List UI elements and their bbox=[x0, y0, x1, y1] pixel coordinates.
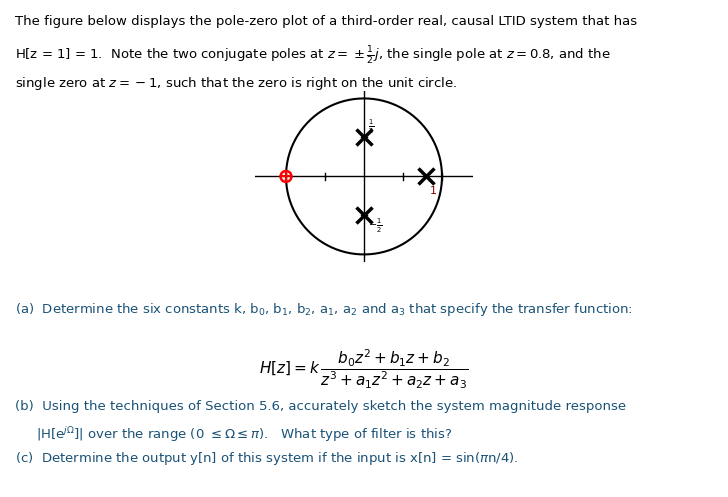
Text: $H[z] = k\,\dfrac{b_0z^2 + b_1z + b_2}{z^3 + a_1z^2 + a_2z + a_3}$: $H[z] = k\,\dfrac{b_0z^2 + b_1z + b_2}{z… bbox=[259, 348, 469, 392]
Text: The figure below displays the pole-zero plot of a third-order real, causal LTID : The figure below displays the pole-zero … bbox=[15, 15, 637, 28]
Text: (c)  Determine the output y[n] of this system if the input is x[n] = sin($\pi$n/: (c) Determine the output y[n] of this sy… bbox=[15, 450, 518, 467]
Text: (a)  Determine the six constants k, b$_0$, b$_1$, b$_2$, a$_1$, a$_2$ and a$_3$ : (a) Determine the six constants k, b$_0$… bbox=[15, 301, 632, 318]
Text: (b)  Using the techniques of Section 5.6, accurately sketch the system magnitude: (b) Using the techniques of Section 5.6,… bbox=[15, 400, 625, 413]
Text: $|$H[e$^{j\Omega}]|$ over the range (0 $\leq \Omega \leq \pi$).   What type of f: $|$H[e$^{j\Omega}]|$ over the range (0 $… bbox=[15, 425, 452, 444]
Text: H[z = 1] = 1.  Note the two conjugate poles at $z = \pm\frac{1}{2}j$, the single: H[z = 1] = 1. Note the two conjugate pol… bbox=[15, 45, 610, 67]
Text: $\frac{1}{2}$: $\frac{1}{2}$ bbox=[368, 118, 374, 136]
Text: 1: 1 bbox=[430, 186, 438, 196]
Text: single zero at $z = -1$, such that the zero is right on the unit circle.: single zero at $z = -1$, such that the z… bbox=[15, 75, 457, 91]
Text: $-\frac{1}{2}$: $-\frac{1}{2}$ bbox=[368, 217, 382, 235]
